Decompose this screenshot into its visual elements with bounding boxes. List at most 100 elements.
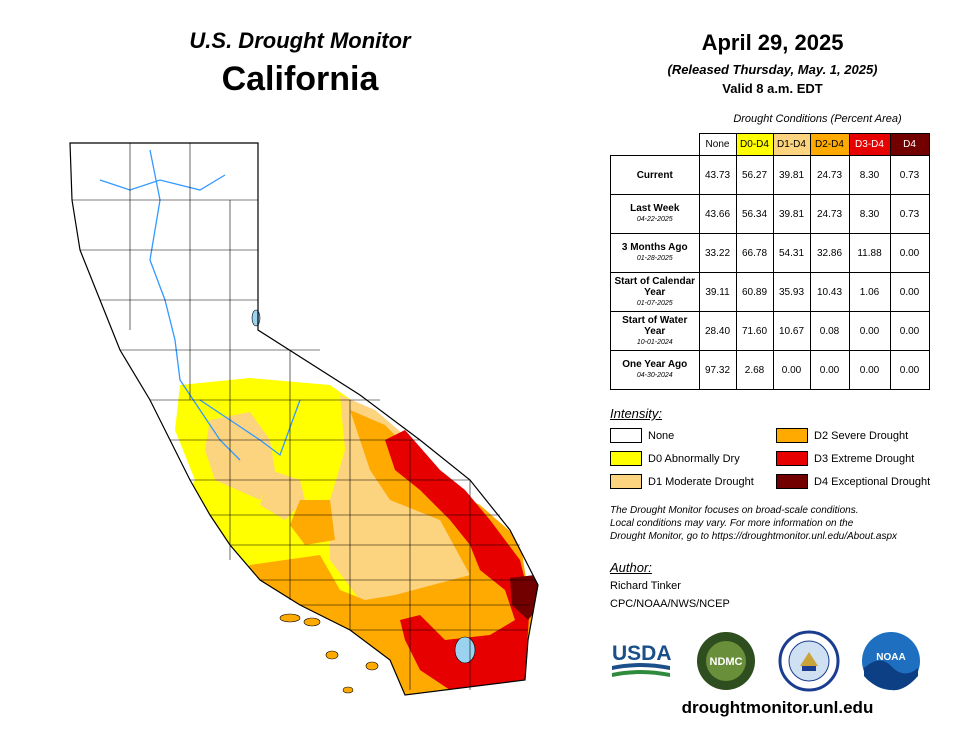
table-cell: 8.30 — [848, 155, 891, 195]
legend-item-d0: D0 Abnormally Dry — [610, 451, 740, 466]
col-header: None — [698, 133, 737, 156]
table-cell: 0.08 — [809, 311, 850, 351]
region-d3 — [385, 430, 530, 690]
author-name: Richard Tinker — [610, 580, 681, 592]
table-cell: 0.00 — [889, 233, 930, 273]
legend-item-d2: D2 Severe Drought — [776, 428, 908, 443]
table-row: Start of Water Year 10-01-2024 28.40 71.6… — [610, 311, 930, 351]
map-date: April 29, 2025 — [701, 30, 844, 55]
note-line: Drought Monitor, go to https://droughtmo… — [610, 531, 898, 542]
table-cell: 54.31 — [772, 233, 811, 273]
map-title: U.S. Drought Monitor — [189, 28, 411, 53]
col-header: D0-D4 — [735, 133, 774, 156]
table-cell: 32.86 — [809, 233, 850, 273]
table-cell: 10.67 — [772, 311, 811, 351]
legend-label: D1 Moderate Drought — [648, 475, 754, 488]
release-date: (Released Thursday, May. 1, 2025) — [667, 62, 878, 77]
date-block: April 29, 2025 (Released Thursday, May. … — [610, 30, 935, 96]
table-cell: 0.00 — [889, 350, 930, 390]
ndmc-logo: NDMC — [697, 632, 755, 690]
legend-swatch — [610, 428, 642, 443]
table-cell: 0.00 — [772, 350, 811, 390]
california-drought-map — [69, 142, 539, 696]
legend-item-d4: D4 Exceptional Drought — [776, 474, 930, 489]
col-header: D2-D4 — [809, 133, 850, 156]
legend-swatch — [776, 451, 808, 466]
table-cell: 97.32 — [698, 350, 737, 390]
legend-label: D4 Exceptional Drought — [814, 475, 931, 488]
row-label: Start of Calendar Year 01-07-2025 — [610, 272, 700, 312]
svg-text:NDMC: NDMC — [710, 656, 743, 668]
table-cell: 10.43 — [809, 272, 850, 312]
table-row: Start of Calendar Year 01-07-2025 39.11 6… — [610, 272, 930, 312]
usda-logo: USDA — [612, 642, 672, 677]
drought-stats-table: None D0-D4 D1-D4 D2-D4 D3-D4 D4 Current … — [610, 133, 930, 390]
region-d1c — [260, 470, 305, 520]
row-label: Last Week 04-22-2025 — [610, 194, 700, 234]
row-label: 3 Months Ago 01-28-2025 — [610, 233, 700, 273]
table-cell: 0.00 — [889, 311, 930, 351]
table-caption: Drought Conditions (Percent Area) — [733, 113, 902, 125]
island — [365, 661, 379, 671]
legend-item-d1: D1 Moderate Drought — [610, 474, 754, 489]
table-cell: 0.00 — [809, 350, 850, 390]
table-cell: 11.88 — [848, 233, 891, 273]
note-line: The Drought Monitor focuses on broad-sca… — [610, 505, 859, 516]
table-row: 3 Months Ago 01-28-2025 33.22 66.78 54.31… — [610, 233, 930, 273]
salton-sea — [454, 636, 476, 664]
region-d1 — [205, 412, 275, 500]
table-cell: 0.00 — [889, 272, 930, 312]
legend-title: Intensity: — [610, 406, 663, 421]
table-row: One Year Ago 04-30-2024 97.32 2.68 0.00 0… — [610, 350, 930, 390]
legend-label: None — [648, 429, 675, 442]
california-outline — [69, 142, 539, 696]
table-cell: 60.89 — [735, 272, 774, 312]
map-title-block: U.S. Drought Monitor California — [120, 28, 480, 99]
table-cell: 71.60 — [735, 311, 774, 351]
row-label: One Year Ago 04-30-2024 — [610, 350, 700, 390]
table-cell: 39.11 — [698, 272, 737, 312]
svg-text:NOAA: NOAA — [876, 652, 905, 663]
table-header-row: None D0-D4 D1-D4 D2-D4 D3-D4 D4 — [611, 133, 930, 156]
table-cell: 2.68 — [735, 350, 774, 390]
table-cell: 8.30 — [848, 194, 891, 234]
doc-seal-logo — [778, 630, 840, 692]
table-cell: 56.27 — [735, 155, 774, 195]
river — [149, 149, 241, 461]
region-d2b — [290, 500, 335, 545]
legend-swatch — [776, 474, 808, 489]
table-cell: 39.81 — [772, 155, 811, 195]
state-name: California — [221, 60, 379, 98]
table-cell: 0.73 — [889, 194, 930, 234]
table-cell: 0.00 — [848, 311, 891, 351]
island — [325, 650, 339, 660]
table-cell: 35.93 — [772, 272, 811, 312]
site-url[interactable]: droughtmonitor.unl.edu — [681, 698, 874, 717]
table-cell: 0.73 — [889, 155, 930, 195]
disclaimer-note: The Drought Monitor focuses on broad-sca… — [610, 504, 950, 543]
note-line: Local conditions may vary. For more info… — [610, 518, 854, 529]
col-header: D1-D4 — [772, 133, 811, 156]
table-cell: 56.34 — [735, 194, 774, 234]
island — [303, 617, 321, 627]
table-cell: 33.22 — [698, 233, 737, 273]
table-cell: 24.73 — [809, 155, 850, 195]
noaa-logo: NOAA — [862, 632, 920, 691]
legend-label: D0 Abnormally Dry — [648, 452, 740, 465]
river — [99, 174, 226, 191]
row-label: Current — [610, 155, 700, 195]
row-label: Start of Water Year 10-01-2024 — [610, 311, 700, 351]
table-cell: 66.78 — [735, 233, 774, 273]
legend-swatch — [610, 474, 642, 489]
table-cell: 43.73 — [698, 155, 737, 195]
island — [342, 686, 354, 694]
table-corner — [611, 134, 700, 156]
legend-item-d3: D3 Extreme Drought — [776, 451, 914, 466]
legend-swatch — [610, 451, 642, 466]
lake-tahoe — [251, 309, 261, 327]
legend-swatch — [776, 428, 808, 443]
legend-label: D3 Extreme Drought — [814, 452, 915, 465]
table-cell: 39.81 — [772, 194, 811, 234]
table-row: Current 43.73 56.27 39.81 24.73 8.30 0.7… — [610, 155, 930, 195]
county-lines — [72, 143, 535, 690]
